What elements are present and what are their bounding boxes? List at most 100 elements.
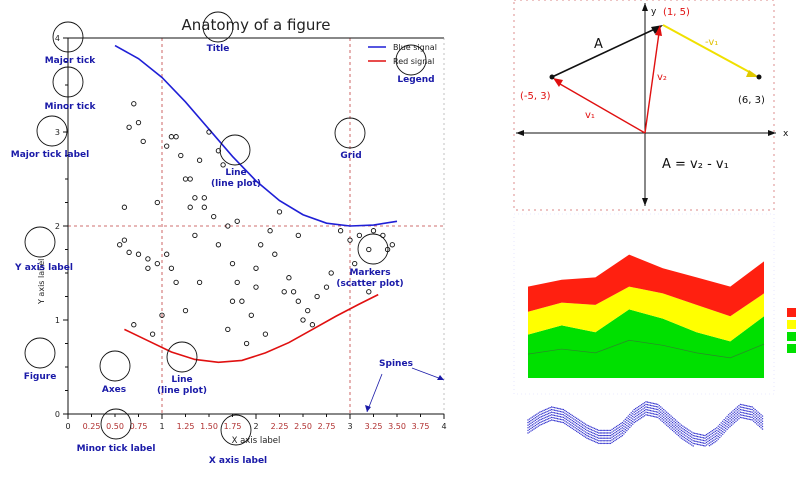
dot-mark (614, 431, 616, 434)
dot-mark (589, 425, 591, 428)
dot-mark (657, 416, 659, 419)
dot-mark (580, 433, 582, 435)
dot-mark (533, 415, 535, 417)
dot-mark (729, 412, 731, 415)
dot-mark (724, 417, 727, 419)
vector-minus-v1-label: -v₁ (705, 37, 718, 48)
dot-mark (719, 426, 721, 428)
dot-mark (730, 419, 733, 421)
x-minor-tick-label: 0.50 (106, 422, 124, 431)
dot-mark (578, 430, 581, 432)
scatter-point (140, 138, 146, 145)
dot-mark (754, 419, 756, 421)
dot-mark (609, 440, 612, 442)
dot-mark (646, 406, 649, 409)
dot-mark (559, 421, 562, 423)
dot-mark (726, 418, 728, 420)
dot-mark (634, 407, 637, 410)
dot-mark (583, 425, 585, 427)
scatter-point (168, 265, 175, 271)
dot-mark (537, 422, 540, 425)
dot-mark (612, 432, 615, 435)
dot-mark (663, 408, 665, 411)
dot-mark (663, 421, 665, 424)
dot-mark (735, 415, 737, 417)
dot-mark (689, 438, 691, 440)
dot-mark (667, 425, 669, 428)
dot-mark (530, 425, 532, 427)
vector-minus-v1 (662, 24, 754, 75)
dot-mark (747, 415, 749, 418)
dot-mark (654, 413, 656, 415)
dot-mark (658, 418, 660, 420)
line-series-red (124, 293, 379, 364)
dot-mark (626, 424, 628, 427)
dot-mark (674, 421, 677, 424)
dot-mark (568, 418, 570, 420)
dot-mark (726, 428, 728, 431)
dot-mark (596, 434, 599, 436)
dot-mark (674, 427, 677, 429)
dot-mark (646, 409, 649, 411)
dot-mark (530, 427, 532, 430)
dot-mark (710, 441, 712, 443)
dot-mark (528, 418, 531, 420)
dot-mark (716, 429, 718, 432)
dot-mark (629, 426, 631, 429)
scatter-point (173, 134, 179, 140)
dot-mark (720, 427, 722, 429)
dot-mark (676, 433, 678, 435)
dot-mark (527, 421, 529, 424)
dot-mark (621, 421, 624, 424)
dot-mark (564, 415, 566, 417)
dot-mark (598, 440, 600, 442)
dot-mark (611, 441, 613, 444)
dot-mark (686, 438, 688, 441)
dot-mark (670, 425, 672, 428)
dot-mark (608, 442, 610, 445)
scatter-point (126, 249, 132, 255)
vector-v2 (644, 32, 660, 134)
dot-mark (581, 429, 584, 431)
x-major-tick-label: 2 (253, 422, 258, 431)
vector-point-left (549, 74, 555, 80)
dot-mark (665, 419, 668, 421)
dot-mark (657, 406, 659, 408)
annotation-circles (24, 11, 427, 446)
dot-mark (590, 431, 593, 434)
dot-mark (599, 434, 601, 437)
dot-mark (655, 403, 658, 405)
dot-mark (658, 407, 660, 409)
dot-mark (549, 417, 551, 419)
dot-mark (612, 435, 615, 437)
ann-axes: Axes (102, 385, 126, 395)
dot-mark (757, 419, 759, 421)
dot-mark (668, 414, 671, 416)
dot-mark (630, 417, 632, 419)
dot-mark (536, 416, 538, 418)
dot-mark (705, 441, 708, 444)
dot-mark (612, 440, 615, 443)
dot-mark (636, 409, 638, 411)
dot-mark (745, 407, 747, 409)
dot-mark (668, 427, 671, 429)
dot-mark (528, 426, 531, 428)
dot-mark (556, 412, 559, 415)
circle-grid (334, 117, 366, 149)
dot-mark (642, 408, 644, 410)
dot-mark (732, 420, 734, 422)
dot-mark (567, 419, 569, 422)
dot-mark (735, 412, 737, 415)
dot-mark (696, 441, 699, 443)
dot-mark (578, 432, 581, 435)
y-major-tick-label: 1 (55, 316, 60, 325)
scatter-point (370, 228, 377, 234)
dot-mark (624, 431, 627, 434)
dot-mark (629, 413, 631, 416)
dot-mark (658, 415, 660, 417)
dot-mark (633, 419, 635, 421)
scatter-point (352, 260, 358, 267)
dot-mark (702, 434, 705, 436)
scatter-point (173, 279, 179, 286)
ann-line-top-2: (line plot) (211, 179, 261, 189)
